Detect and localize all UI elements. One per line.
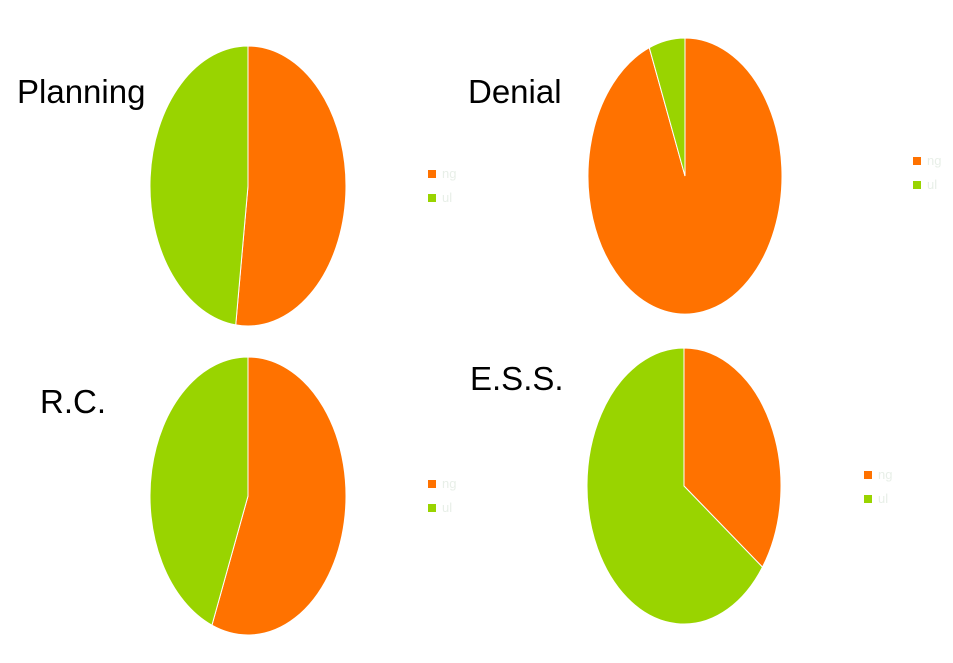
legend-label-ng: ng <box>927 153 941 168</box>
pie-slice-ul <box>586 347 764 625</box>
chart-planning: Planning ng ul <box>17 45 456 327</box>
pie-slice-ng <box>235 45 347 327</box>
legend-label-ul: ul <box>878 491 888 506</box>
legend-swatch-ul <box>428 504 436 512</box>
legend-swatch-ng <box>864 471 872 479</box>
chart-title: R.C. <box>40 383 106 420</box>
chart-title: Denial <box>468 73 562 110</box>
chart-denial: Denial ng ul <box>468 37 941 315</box>
legend-label-ng: ng <box>442 476 456 491</box>
pie-denial <box>587 37 783 315</box>
legend: ng ul <box>913 153 941 192</box>
legend: ng ul <box>428 166 456 205</box>
legend-swatch-ul <box>913 181 921 189</box>
legend-label-ul: ul <box>927 177 937 192</box>
legend-swatch-ng <box>428 480 436 488</box>
legend-label-ng: ng <box>878 467 892 482</box>
pie-rc <box>149 356 347 636</box>
pie-slice-ul <box>648 37 686 177</box>
legend: ng ul <box>428 476 456 515</box>
pie-planning <box>149 45 347 327</box>
legend-label-ng: ng <box>442 166 456 181</box>
legend-swatch-ul <box>864 495 872 503</box>
chart-title: Planning <box>17 73 145 110</box>
legend-swatch-ul <box>428 194 436 202</box>
pie-slice-ul <box>149 45 249 326</box>
chart-rc: R.C. ng ul <box>40 356 456 636</box>
chart-ess: E.S.S. ng ul <box>470 347 892 625</box>
legend-swatch-ng <box>428 170 436 178</box>
chart-title: E.S.S. <box>470 360 564 397</box>
pie-slice-ng <box>683 347 782 568</box>
pie-slice-ul <box>149 356 249 626</box>
pie-ess <box>586 347 782 625</box>
pie-slice-ng <box>211 356 347 636</box>
legend: ng ul <box>864 467 892 506</box>
legend-label-ul: ul <box>442 500 452 515</box>
legend-swatch-ng <box>913 157 921 165</box>
legend-label-ul: ul <box>442 190 452 205</box>
